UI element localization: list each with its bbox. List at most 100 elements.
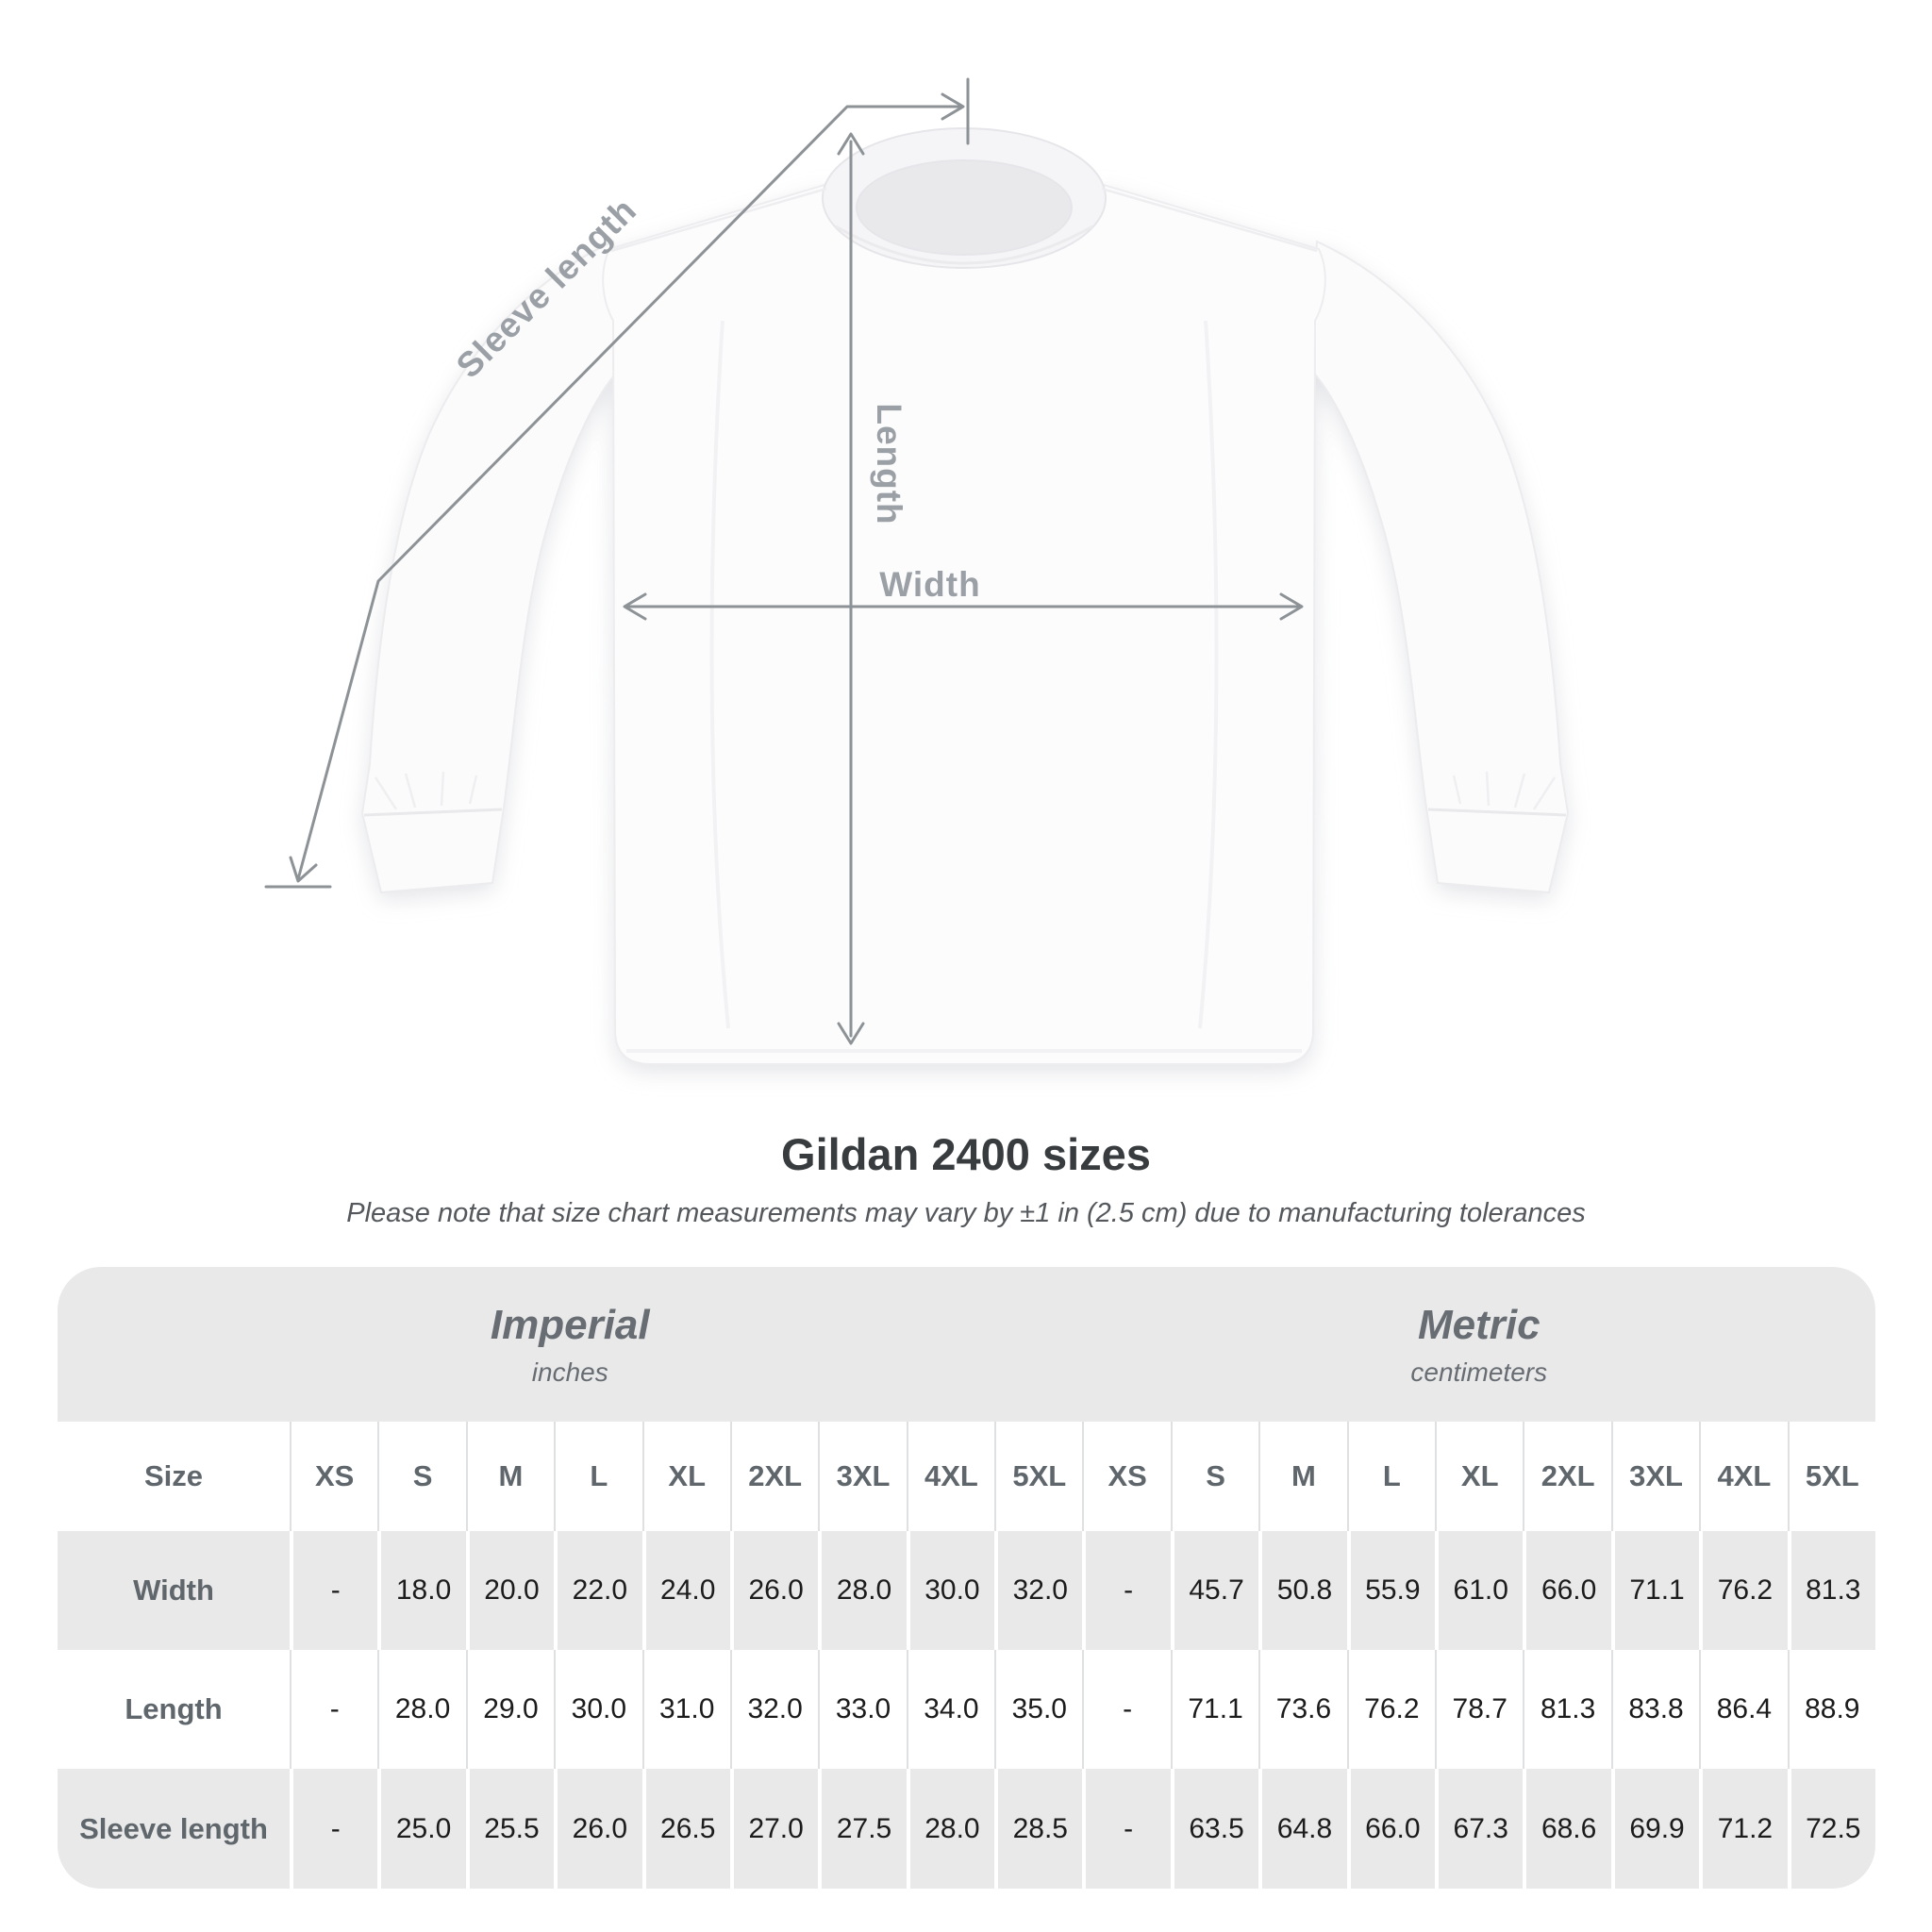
cell-width-metric-l: 55.9 bbox=[1346, 1531, 1436, 1650]
size-header-metric-l: L bbox=[1346, 1422, 1436, 1531]
cell-sleeve-length-metric-s: 63.5 bbox=[1170, 1769, 1259, 1889]
imperial-unit-label: inches bbox=[531, 1357, 608, 1387]
cell-length-metric-4xl: 86.4 bbox=[1699, 1650, 1788, 1769]
cell-length-metric-3xl: 83.8 bbox=[1610, 1650, 1700, 1769]
collar-seam bbox=[835, 225, 1093, 265]
metric-unit-label: centimeters bbox=[1410, 1357, 1548, 1387]
cell-length-metric-2xl: 81.3 bbox=[1523, 1650, 1611, 1769]
size-table-grid: Size XS S M L XL 2XL 3XL 4XL 5XL XS S M L XL 2XL 3XL 4XL 5… bbox=[58, 1422, 1875, 1889]
length-arrow-up-icon bbox=[837, 132, 865, 156]
cell-sleeve-length-metric-xl: 67.3 bbox=[1435, 1769, 1524, 1889]
cuff-details bbox=[363, 808, 1567, 817]
page-title: Gildan 2400 sizes bbox=[781, 1129, 1151, 1179]
cell-sleeve-length-imperial-4xl: 28.0 bbox=[906, 1769, 995, 1889]
size-header-metric-m: M bbox=[1258, 1422, 1347, 1531]
cell-length-imperial-4xl: 34.0 bbox=[906, 1650, 995, 1769]
size-header-imperial-m: M bbox=[465, 1422, 555, 1531]
cell-sleeve-length-imperial-m: 25.5 bbox=[465, 1769, 555, 1889]
collar-opening bbox=[853, 151, 1075, 260]
size-header-imperial-xs: XS bbox=[290, 1422, 378, 1531]
imperial-label: Imperial bbox=[490, 1301, 650, 1348]
cell-width-imperial-s: 18.0 bbox=[377, 1531, 466, 1650]
cell-length-imperial-5xl: 35.0 bbox=[994, 1650, 1083, 1769]
cell-length-imperial-l: 30.0 bbox=[554, 1650, 642, 1769]
cell-sleeve-length-metric-5xl: 72.5 bbox=[1787, 1769, 1875, 1889]
cell-sleeve-length-metric-2xl: 68.6 bbox=[1523, 1769, 1611, 1889]
size-header-metric-3xl: 3XL bbox=[1610, 1422, 1700, 1531]
fabric-folds bbox=[626, 320, 1302, 1053]
cell-width-metric-m: 50.8 bbox=[1258, 1531, 1347, 1650]
cell-width-imperial-xs: - bbox=[290, 1531, 378, 1650]
row-label-sleeve-length: Sleeve length bbox=[58, 1769, 290, 1889]
cell-sleeve-length-imperial-2xl: 27.0 bbox=[729, 1769, 819, 1889]
sleeve-arrow-down-icon bbox=[289, 856, 318, 883]
size-header-imperial-xl: XL bbox=[641, 1422, 730, 1531]
cell-width-metric-5xl: 81.3 bbox=[1787, 1531, 1875, 1650]
cell-width-metric-xs: - bbox=[1082, 1531, 1171, 1650]
cell-length-imperial-s: 28.0 bbox=[377, 1650, 466, 1769]
cell-length-metric-s: 71.1 bbox=[1170, 1650, 1259, 1769]
metric-label: Metric bbox=[1417, 1301, 1541, 1348]
cell-length-imperial-m: 29.0 bbox=[465, 1650, 555, 1769]
cell-length-imperial-xs: - bbox=[290, 1650, 378, 1769]
size-header-metric-5xl: 5XL bbox=[1787, 1422, 1875, 1531]
cell-sleeve-length-metric-xs: - bbox=[1082, 1769, 1171, 1889]
metric-group-header: Metric centimeters bbox=[1083, 1267, 1876, 1422]
size-header-metric-2xl: 2XL bbox=[1523, 1422, 1611, 1531]
cell-width-imperial-2xl: 26.0 bbox=[729, 1531, 819, 1650]
size-header-imperial-2xl: 2XL bbox=[729, 1422, 819, 1531]
left-sleeve-shape bbox=[360, 240, 623, 894]
size-header-metric-4xl: 4XL bbox=[1699, 1422, 1788, 1531]
size-header-imperial-5xl: 5XL bbox=[994, 1422, 1083, 1531]
width-label: Width bbox=[879, 565, 980, 604]
cell-sleeve-length-imperial-5xl: 28.5 bbox=[994, 1769, 1083, 1889]
cell-length-imperial-3xl: 33.0 bbox=[818, 1650, 907, 1769]
size-header-imperial-4xl: 4XL bbox=[906, 1422, 995, 1531]
size-column-header: Size bbox=[58, 1422, 290, 1531]
cell-sleeve-length-metric-m: 64.8 bbox=[1258, 1769, 1347, 1889]
cell-width-metric-s: 45.7 bbox=[1170, 1531, 1259, 1650]
row-label-width: Width bbox=[58, 1531, 290, 1650]
shirt-measurement-diagram: Sleeve length Length Width bbox=[264, 77, 1570, 1072]
cell-width-metric-3xl: 71.1 bbox=[1610, 1531, 1700, 1650]
collar-band bbox=[821, 127, 1108, 269]
units-band: Imperial inches Metric centimeters bbox=[58, 1267, 1875, 1422]
cell-width-imperial-xl: 24.0 bbox=[641, 1531, 730, 1650]
cell-sleeve-length-imperial-xs: - bbox=[290, 1769, 378, 1889]
cell-sleeve-length-imperial-xl: 26.5 bbox=[641, 1769, 730, 1889]
size-header-imperial-l: L bbox=[554, 1422, 642, 1531]
imperial-group-header: Imperial inches bbox=[58, 1267, 1083, 1422]
cell-length-metric-m: 73.6 bbox=[1258, 1650, 1347, 1769]
cell-width-metric-xl: 61.0 bbox=[1435, 1531, 1524, 1650]
cell-length-metric-xl: 78.7 bbox=[1435, 1650, 1524, 1769]
cell-sleeve-length-metric-3xl: 69.9 bbox=[1610, 1769, 1700, 1889]
cell-width-imperial-5xl: 32.0 bbox=[994, 1531, 1083, 1650]
size-header-imperial-3xl: 3XL bbox=[818, 1422, 907, 1531]
cell-sleeve-length-imperial-l: 26.0 bbox=[554, 1769, 642, 1889]
length-label: Length bbox=[870, 403, 908, 525]
cell-width-metric-2xl: 66.0 bbox=[1523, 1531, 1611, 1650]
length-arrow-down-icon bbox=[837, 1022, 865, 1045]
sleeve-arrow-right-icon bbox=[941, 92, 965, 121]
cell-sleeve-length-imperial-s: 25.0 bbox=[377, 1769, 466, 1889]
size-header-metric-xl: XL bbox=[1435, 1422, 1524, 1531]
sleeve-length-line bbox=[296, 105, 964, 881]
width-arrow-right-icon bbox=[1279, 592, 1304, 621]
cell-width-metric-4xl: 76.2 bbox=[1699, 1531, 1788, 1650]
cell-sleeve-length-metric-4xl: 71.2 bbox=[1699, 1769, 1788, 1889]
size-header-metric-xs: XS bbox=[1082, 1422, 1171, 1531]
size-header-imperial-s: S bbox=[377, 1422, 466, 1531]
tolerance-note: Please note that size chart measurements… bbox=[346, 1198, 1586, 1228]
row-label-length: Length bbox=[58, 1650, 290, 1769]
size-table: Imperial inches Metric centimeters Size X… bbox=[58, 1267, 1875, 1889]
cell-length-metric-l: 76.2 bbox=[1346, 1650, 1436, 1769]
cell-width-imperial-3xl: 28.0 bbox=[818, 1531, 907, 1650]
cell-length-metric-5xl: 88.9 bbox=[1787, 1650, 1875, 1769]
cell-width-imperial-m: 20.0 bbox=[465, 1531, 555, 1650]
cell-sleeve-length-imperial-3xl: 27.5 bbox=[818, 1769, 907, 1889]
shoulder-seams bbox=[610, 187, 1318, 253]
cell-sleeve-length-metric-l: 66.0 bbox=[1346, 1769, 1436, 1889]
cell-width-imperial-l: 22.0 bbox=[554, 1531, 642, 1650]
measurement-lines bbox=[264, 77, 1304, 1045]
sleeve-gather-folds bbox=[374, 771, 1557, 810]
